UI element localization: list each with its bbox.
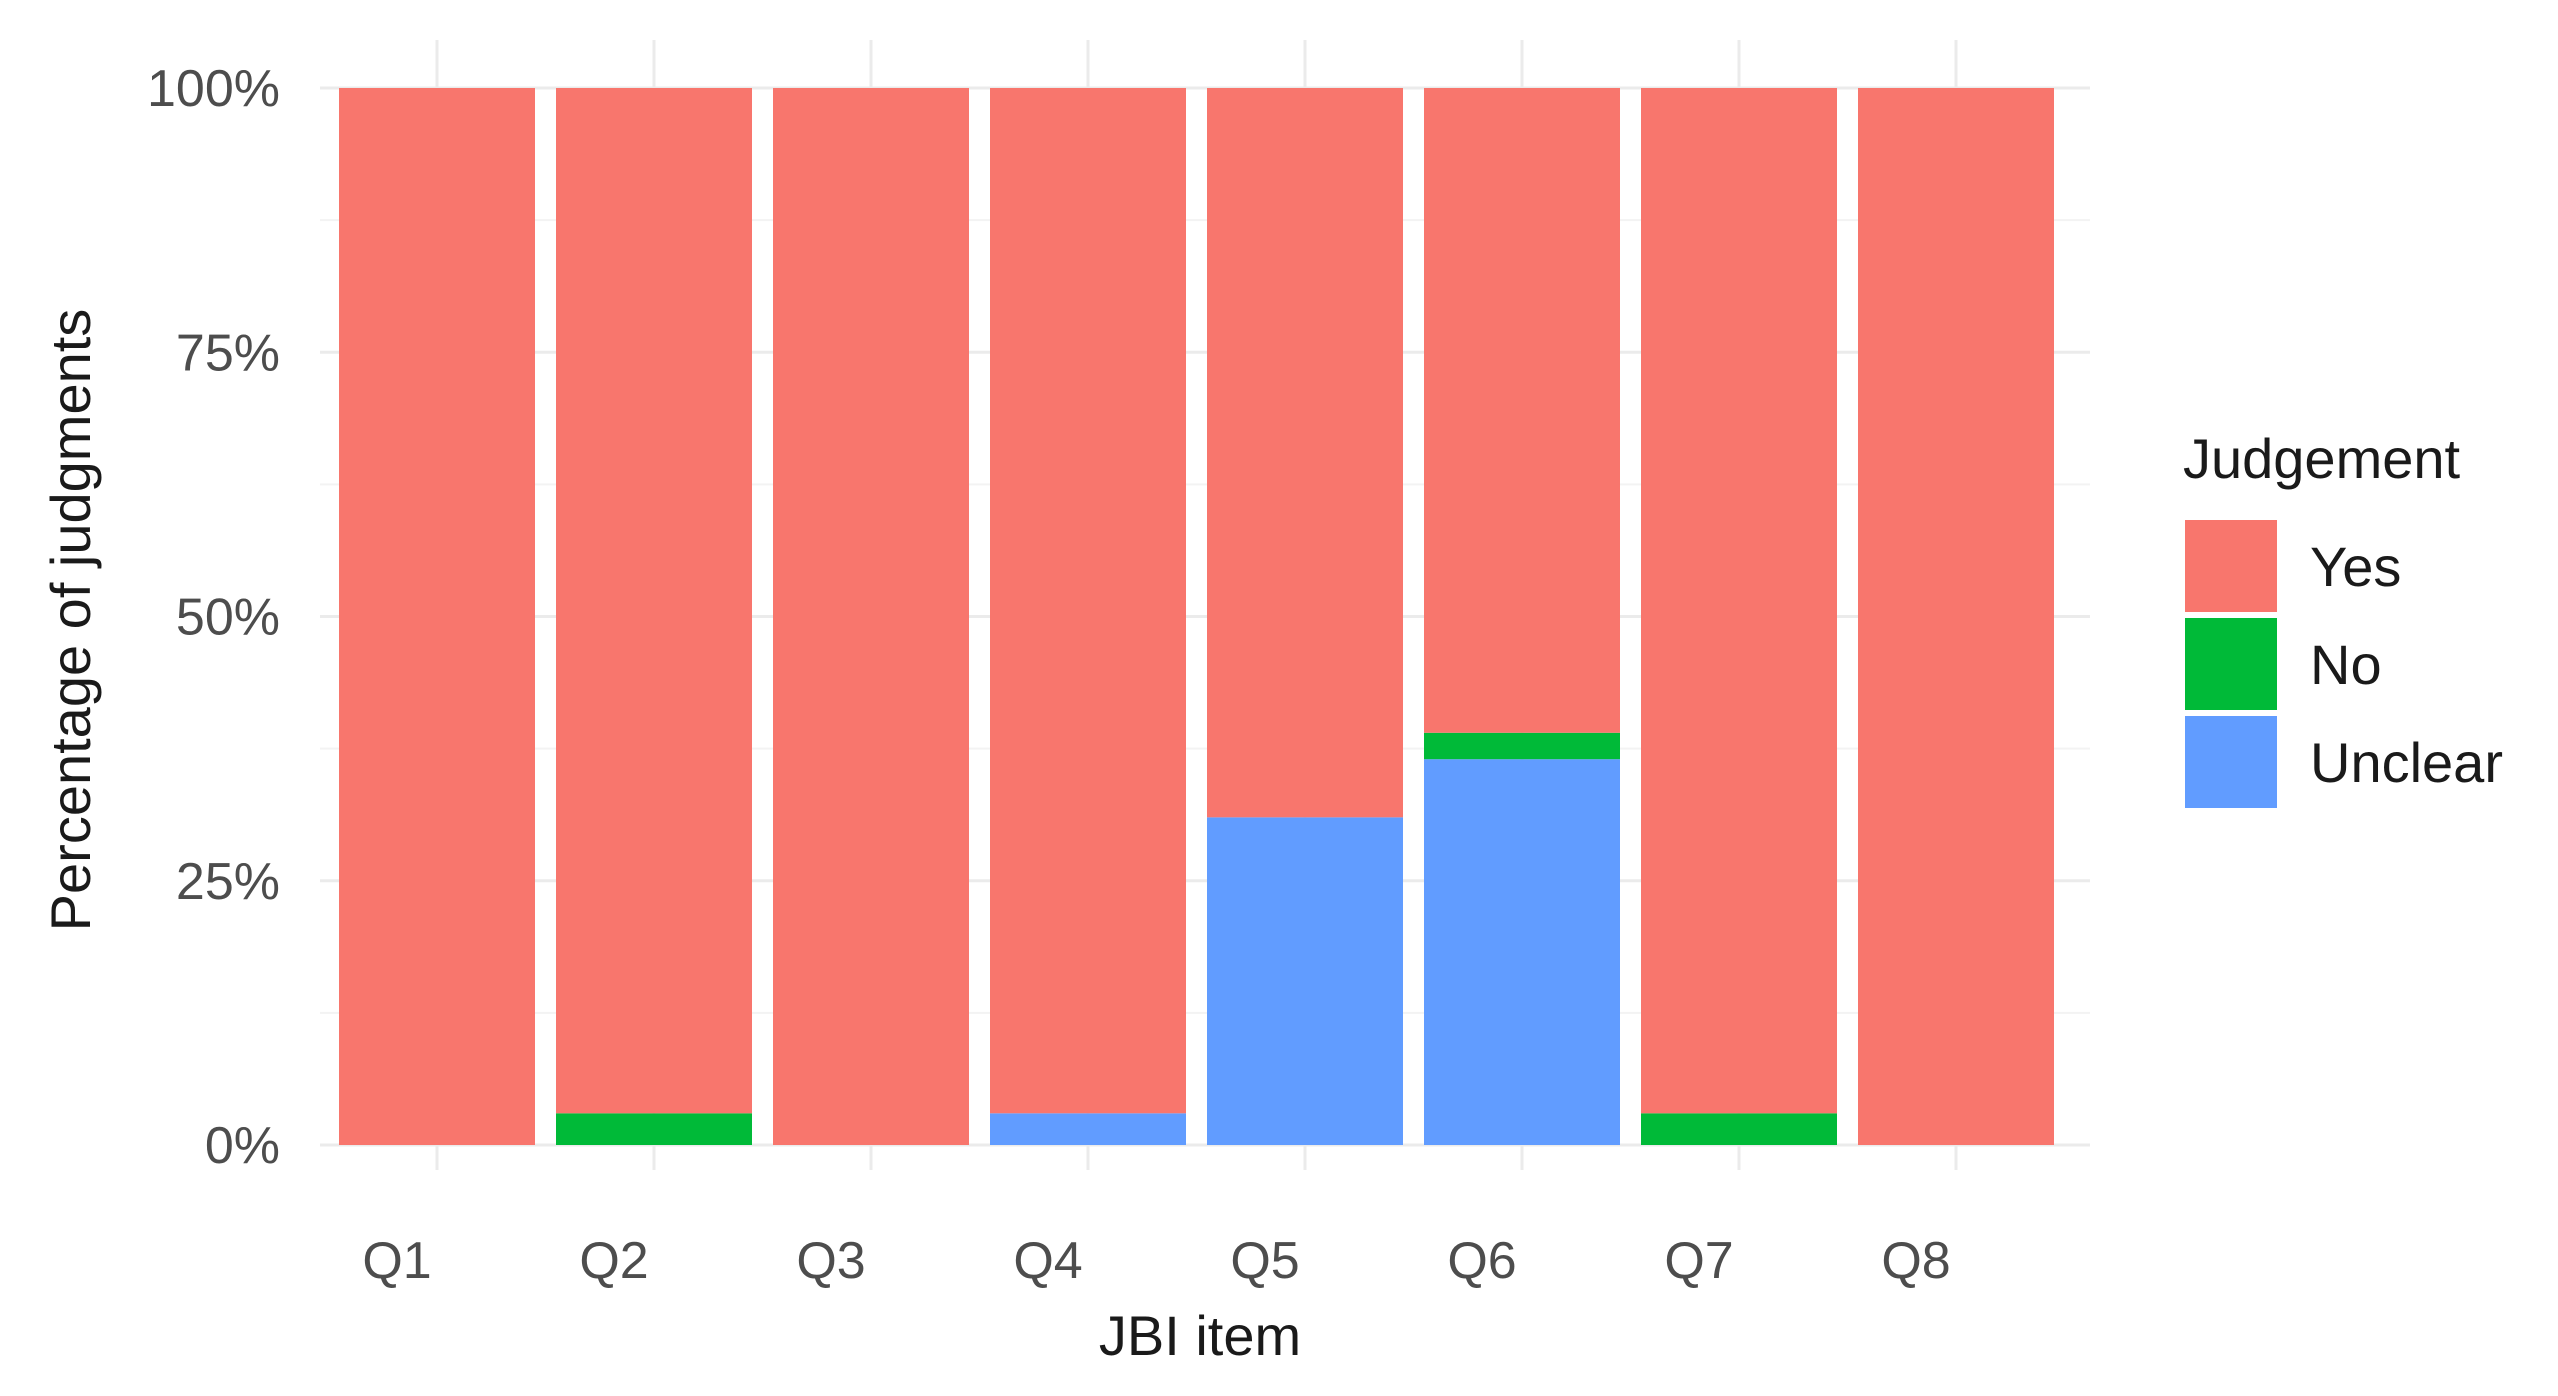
x-tick-label: Q8 bbox=[1881, 1232, 1950, 1290]
x-tick-label: Q4 bbox=[1013, 1232, 1082, 1290]
legend-swatch-unclear bbox=[2185, 716, 2277, 808]
x-tick-label: Q5 bbox=[1230, 1232, 1299, 1290]
legend-title: Judgement bbox=[2183, 427, 2461, 490]
legend-items: Yes No Unclear bbox=[2185, 520, 2503, 808]
legend-label-yes: Yes bbox=[2310, 535, 2401, 598]
legend-swatch-no bbox=[2185, 618, 2277, 710]
bars bbox=[339, 88, 2054, 1145]
bar-segment-yes-q2 bbox=[556, 88, 752, 1114]
x-tick-label: Q7 bbox=[1664, 1232, 1733, 1290]
y-axis-title: Percentage of judgments bbox=[39, 309, 102, 932]
y-tick-label: 0% bbox=[205, 1117, 280, 1175]
x-tick-label: Q3 bbox=[796, 1232, 865, 1290]
bar-segment-unclear-q4 bbox=[990, 1113, 1186, 1145]
bar-segment-no-q7 bbox=[1641, 1113, 1837, 1145]
x-tick-label: Q1 bbox=[362, 1232, 431, 1290]
x-tick-label: Q6 bbox=[1447, 1232, 1516, 1290]
bar-segment-yes-q7 bbox=[1641, 88, 1837, 1114]
legend-swatch-yes bbox=[2185, 520, 2277, 612]
bar-segment-unclear-q5 bbox=[1207, 817, 1403, 1145]
legend: Judgement Yes No Unclear bbox=[2183, 427, 2503, 808]
legend-label-unclear: Unclear bbox=[2310, 731, 2503, 794]
bar-segment-yes-q1 bbox=[339, 88, 535, 1145]
x-axis-ticks: Q1 Q2 Q3 Q4 Q5 Q6 Q7 Q8 bbox=[362, 1232, 1950, 1290]
bar-segment-yes-q4 bbox=[990, 88, 1186, 1114]
bar-segment-no-q6 bbox=[1424, 732, 1620, 760]
bar-segment-unclear-q6 bbox=[1424, 759, 1620, 1145]
y-tick-label: 25% bbox=[176, 853, 280, 911]
bar-segment-yes-q3 bbox=[773, 88, 969, 1145]
bar-segment-yes-q8 bbox=[1858, 88, 2054, 1145]
y-tick-label: 75% bbox=[176, 324, 280, 382]
bar-segment-yes-q6 bbox=[1424, 88, 1620, 733]
y-tick-label: 50% bbox=[176, 589, 280, 647]
bar-segment-no-q2 bbox=[556, 1113, 752, 1145]
y-axis-ticks: 0% 25% 50% 75% 100% bbox=[147, 60, 280, 1175]
legend-label-no: No bbox=[2310, 633, 2382, 696]
x-axis-title: JBI item bbox=[1099, 1304, 1301, 1367]
y-tick-label: 100% bbox=[147, 60, 280, 118]
x-tick-label: Q2 bbox=[579, 1232, 648, 1290]
bar-segment-yes-q5 bbox=[1207, 88, 1403, 818]
